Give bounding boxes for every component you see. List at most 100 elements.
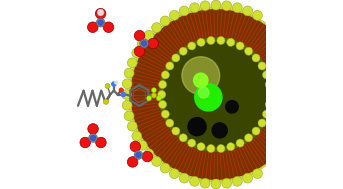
Circle shape xyxy=(258,62,266,70)
Circle shape xyxy=(182,57,220,94)
Circle shape xyxy=(136,153,141,157)
Circle shape xyxy=(160,16,170,26)
Circle shape xyxy=(134,30,145,41)
Circle shape xyxy=(127,58,137,68)
Circle shape xyxy=(233,3,242,13)
Circle shape xyxy=(122,90,131,99)
Circle shape xyxy=(144,149,154,159)
Circle shape xyxy=(129,8,303,181)
Circle shape xyxy=(95,8,106,19)
Circle shape xyxy=(130,141,141,152)
Circle shape xyxy=(252,127,260,135)
Circle shape xyxy=(98,20,103,25)
Circle shape xyxy=(119,88,123,92)
Circle shape xyxy=(179,6,189,16)
Circle shape xyxy=(132,131,142,141)
Circle shape xyxy=(200,1,210,11)
Circle shape xyxy=(87,22,98,33)
Circle shape xyxy=(227,38,235,46)
Circle shape xyxy=(211,0,221,10)
Circle shape xyxy=(152,156,162,166)
Circle shape xyxy=(89,134,97,142)
Circle shape xyxy=(127,157,138,167)
Circle shape xyxy=(122,79,132,89)
Circle shape xyxy=(166,62,174,70)
Circle shape xyxy=(138,39,147,49)
Circle shape xyxy=(88,124,98,134)
Circle shape xyxy=(193,73,208,88)
Circle shape xyxy=(115,81,117,84)
Circle shape xyxy=(252,54,260,62)
Circle shape xyxy=(158,100,167,108)
Circle shape xyxy=(161,110,169,118)
Circle shape xyxy=(198,87,209,98)
Circle shape xyxy=(188,118,206,136)
Circle shape xyxy=(222,178,232,188)
Circle shape xyxy=(142,41,147,46)
Circle shape xyxy=(166,119,174,127)
Circle shape xyxy=(127,121,137,131)
Circle shape xyxy=(179,47,187,55)
Circle shape xyxy=(222,1,232,11)
Circle shape xyxy=(179,134,187,142)
Circle shape xyxy=(148,38,158,49)
Circle shape xyxy=(245,134,253,142)
Circle shape xyxy=(91,136,96,140)
Circle shape xyxy=(96,18,105,27)
Circle shape xyxy=(190,3,199,13)
Circle shape xyxy=(172,127,180,135)
Circle shape xyxy=(179,173,189,183)
Circle shape xyxy=(236,139,244,147)
Circle shape xyxy=(134,46,145,57)
Circle shape xyxy=(252,10,262,20)
Circle shape xyxy=(188,139,196,147)
Circle shape xyxy=(121,92,126,97)
Circle shape xyxy=(266,91,274,98)
Circle shape xyxy=(243,6,252,16)
Circle shape xyxy=(156,96,161,101)
Circle shape xyxy=(217,144,225,153)
Circle shape xyxy=(124,111,134,121)
Circle shape xyxy=(258,119,266,127)
Circle shape xyxy=(188,42,196,50)
Circle shape xyxy=(265,81,273,89)
Circle shape xyxy=(97,9,104,16)
Circle shape xyxy=(164,42,268,147)
Circle shape xyxy=(200,178,210,188)
Circle shape xyxy=(122,100,132,110)
Circle shape xyxy=(252,169,262,179)
Circle shape xyxy=(80,137,91,148)
Circle shape xyxy=(169,169,179,179)
Circle shape xyxy=(138,140,147,150)
Circle shape xyxy=(103,22,114,33)
Circle shape xyxy=(146,96,152,101)
Circle shape xyxy=(190,176,199,186)
Circle shape xyxy=(124,68,134,78)
Circle shape xyxy=(207,36,215,45)
Circle shape xyxy=(103,99,109,104)
Circle shape xyxy=(212,123,227,138)
Circle shape xyxy=(161,71,169,79)
Circle shape xyxy=(236,42,244,50)
Circle shape xyxy=(211,179,221,189)
Circle shape xyxy=(262,71,271,79)
Circle shape xyxy=(134,151,143,159)
Circle shape xyxy=(142,151,153,162)
Circle shape xyxy=(262,110,271,118)
Circle shape xyxy=(152,88,156,93)
Circle shape xyxy=(96,137,106,148)
Circle shape xyxy=(112,82,116,86)
Circle shape xyxy=(265,100,273,108)
Circle shape xyxy=(217,36,225,45)
Circle shape xyxy=(105,84,110,88)
Circle shape xyxy=(158,91,166,98)
Circle shape xyxy=(195,84,222,111)
Circle shape xyxy=(158,81,167,89)
Circle shape xyxy=(140,39,149,48)
Circle shape xyxy=(152,23,162,33)
Circle shape xyxy=(243,173,252,183)
Circle shape xyxy=(233,176,242,186)
Circle shape xyxy=(151,93,156,98)
Circle shape xyxy=(197,143,205,151)
Circle shape xyxy=(169,10,179,20)
